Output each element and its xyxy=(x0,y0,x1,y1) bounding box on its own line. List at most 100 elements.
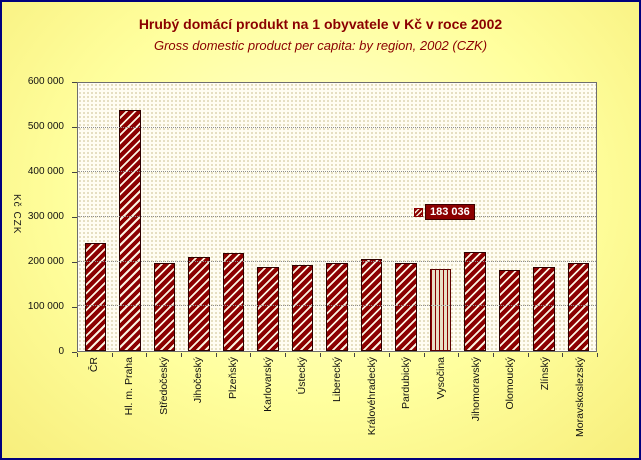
bar-slot xyxy=(423,83,458,351)
x-label-slot: Středočeský xyxy=(146,357,181,457)
x-axis-labels: ČR Hl. m. Praha Středočeský Jihočeský Plzeňs… xyxy=(77,357,597,457)
x-label-slot: Liberecký xyxy=(320,357,355,457)
bar-slot xyxy=(78,83,113,351)
bar-slot xyxy=(458,83,493,351)
bar-Ústecký xyxy=(291,264,314,351)
x-tick-mark xyxy=(423,353,425,357)
y-tick-label: 400 000 xyxy=(27,166,64,177)
x-label-slot: Plzeňský xyxy=(216,357,251,457)
x-label-slot: ČR xyxy=(77,357,112,457)
x-tick-mark xyxy=(285,353,286,357)
y-tick-label: 200 000 xyxy=(27,256,64,267)
y-tick-label: 500 000 xyxy=(27,121,64,132)
x-label-slot: Královéhradecký xyxy=(354,357,389,457)
x-tick-mark xyxy=(250,353,252,357)
x-tick-mark xyxy=(146,353,148,357)
x-axis-label-Jihomoravský: Jihomoravský xyxy=(469,357,482,422)
x-tick-mark xyxy=(389,353,390,357)
x-tick-mark xyxy=(493,353,494,357)
x-tick-mark xyxy=(181,353,182,357)
data-label-value: 183 036 xyxy=(425,204,475,220)
series-key-icon xyxy=(414,207,423,217)
y-tick-mark xyxy=(72,262,77,263)
bar-Jihočeský xyxy=(188,257,210,351)
x-tick-mark xyxy=(354,353,356,357)
bar-slot xyxy=(527,83,562,351)
x-tick-mark xyxy=(597,353,598,357)
x-label-slot: Hl. m. Praha xyxy=(112,357,147,457)
bars xyxy=(78,83,596,351)
x-label-slot: Ústecký xyxy=(285,357,320,457)
bar-slot xyxy=(251,83,286,351)
gridline xyxy=(78,126,596,128)
x-tick-mark xyxy=(527,353,529,357)
bar-Vysočina xyxy=(429,269,452,351)
y-tick-label: 600 000 xyxy=(27,76,64,87)
bar-Středočeský xyxy=(153,263,176,351)
bar-Jihomoravský xyxy=(464,251,486,351)
bar-Pardubický xyxy=(395,262,417,351)
bar-slot xyxy=(113,83,148,351)
x-axis-label-Liberecký: Liberecký xyxy=(331,357,344,402)
plot-area xyxy=(77,82,597,352)
x-axis-label-Olomoucký: Olomoucký xyxy=(504,357,517,410)
bar-slot xyxy=(492,83,527,351)
bar-Zlínský xyxy=(533,267,555,351)
x-axis-label-Středočeský: Středočeský xyxy=(157,357,170,415)
gridline xyxy=(78,171,596,173)
x-tick-mark xyxy=(111,353,113,357)
bar-slot xyxy=(182,83,217,351)
x-label-slot: Jihomoravský xyxy=(458,357,493,457)
bar-Karlovarský xyxy=(257,267,279,351)
x-label-slot: Zlínský xyxy=(528,357,563,457)
y-axis-tick-labels: 0 100 000 200 000 300 000 400 000 500 000 600 … xyxy=(2,76,72,357)
bar-Moravskoslezský xyxy=(568,262,590,351)
bar-slot xyxy=(389,83,424,351)
bar-slot xyxy=(285,83,320,351)
bar-Plzeňský xyxy=(222,252,245,351)
x-label-slot: Vysočina xyxy=(424,357,459,457)
x-label-slot: Jihočeský xyxy=(181,357,216,457)
x-tick-mark xyxy=(319,353,321,357)
x-axis-label-ČR: ČR xyxy=(88,357,101,373)
x-axis-label-Jihočeský: Jihočeský xyxy=(192,357,205,404)
x-label-slot: Moravskoslezský xyxy=(562,357,597,457)
bar-slot xyxy=(147,83,182,351)
bar-ČR xyxy=(84,242,106,351)
x-label-slot: Pardubický xyxy=(389,357,424,457)
y-axis-title: Kč CZK xyxy=(11,194,22,235)
x-axis-label-Karlovarský: Karlovarský xyxy=(261,357,274,412)
x-tick-mark xyxy=(458,353,460,357)
bar-slot xyxy=(320,83,355,351)
data-label-callout: 183 036 xyxy=(414,204,475,220)
x-axis-label-Moravskoslezský: Moravskoslezský xyxy=(573,357,586,437)
y-tick-mark xyxy=(72,217,77,218)
x-tick-mark xyxy=(77,353,78,357)
bar-slot xyxy=(354,83,389,351)
y-tick-mark xyxy=(72,307,77,308)
x-axis-label-Hl. m. Praha: Hl. m. Praha xyxy=(123,357,135,416)
x-axis-label-Královéhradecký: Královéhradecký xyxy=(365,357,378,436)
x-axis-label-Vysočina: Vysočina xyxy=(435,357,448,400)
y-tick-label: 100 000 xyxy=(27,301,64,312)
y-tick-label: 0 xyxy=(58,346,64,357)
bar-Hl. m. Praha xyxy=(119,109,141,351)
y-tick-mark xyxy=(72,352,77,353)
bar-Olomoucký xyxy=(498,269,521,351)
x-label-slot: Karlovarský xyxy=(250,357,285,457)
gridline xyxy=(78,260,596,262)
bar-Liberecký xyxy=(326,263,348,351)
chart-title: Hrubý domácí produkt na 1 obyvatele v Kč… xyxy=(138,16,503,32)
y-tick-mark xyxy=(72,172,77,173)
x-axis-label-Zlínský: Zlínský xyxy=(539,357,552,391)
x-tick-mark xyxy=(215,353,217,357)
y-tick-label: 300 000 xyxy=(27,211,64,222)
y-tick-mark xyxy=(72,127,77,128)
x-tick-mark xyxy=(562,353,564,357)
x-label-slot: Olomoucký xyxy=(493,357,528,457)
x-axis-label-Ústecký: Ústecký xyxy=(296,357,309,395)
bar-slot xyxy=(561,83,596,351)
bar-Královéhradecký xyxy=(360,258,383,351)
bar-slot xyxy=(216,83,251,351)
